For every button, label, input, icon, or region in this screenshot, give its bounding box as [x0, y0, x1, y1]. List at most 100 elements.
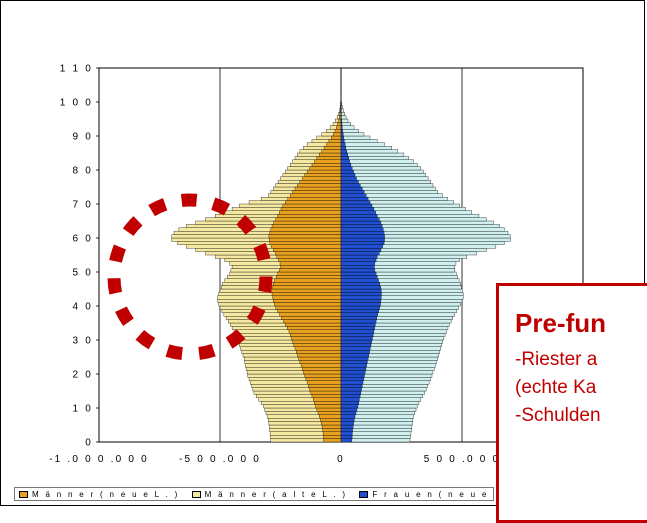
bar-s0-age1	[323, 435, 341, 438]
bar-s2-age19	[341, 374, 364, 377]
bar-s0-age24	[299, 357, 341, 360]
chart-legend: M ä n n e r ( n e u e L . )M ä n n e r (…	[14, 487, 494, 501]
bar-s3-age87	[341, 143, 385, 146]
bar-s2-age43	[341, 292, 381, 295]
y-tick-label: 1 0	[72, 404, 93, 415]
bar-s0-age70	[285, 201, 341, 204]
bar-s0-age12	[313, 398, 341, 401]
legend-item-2: F r a u e n ( n e u e L . )	[359, 490, 494, 499]
bar-s2-age11	[341, 401, 359, 404]
bar-s0-age22	[301, 364, 341, 367]
bar-s0-age87	[326, 143, 341, 146]
bar-s0-age28	[294, 343, 341, 346]
bar-s2-age4	[341, 425, 353, 428]
bar-s3-age80	[341, 167, 420, 170]
bar-s2-age48	[341, 275, 377, 278]
bar-s2-age23	[341, 360, 367, 363]
bar-s2-age0	[341, 439, 352, 442]
bar-s2-age35	[341, 320, 376, 323]
bar-s0-age49	[278, 272, 341, 275]
bar-s0-age65	[276, 218, 341, 221]
bar-s0-age73	[293, 190, 341, 193]
bar-s0-age71	[288, 197, 341, 200]
bar-s0-age88	[329, 139, 341, 142]
bar-s0-age62	[271, 228, 341, 231]
bar-s2-age24	[341, 357, 368, 360]
bar-s2-age12	[341, 398, 359, 401]
bar-s2-age93	[341, 122, 342, 125]
bar-s2-age85	[341, 150, 347, 153]
bar-s3-age96	[341, 112, 345, 115]
bar-s2-age51	[341, 265, 374, 268]
bar-s0-age52	[280, 262, 341, 265]
bar-s0-age42	[273, 296, 341, 299]
bar-s2-age58	[341, 241, 384, 244]
bar-s2-age14	[341, 391, 361, 394]
bar-s2-age63	[341, 224, 382, 227]
legend-label: F r a u e n ( n e u e L . )	[372, 490, 494, 499]
bar-s0-age43	[272, 292, 341, 295]
bar-s3-age85	[341, 150, 398, 153]
callout-line-2: (echte Ka	[515, 374, 647, 402]
bar-s2-age83	[341, 156, 349, 159]
bar-s0-age59	[269, 238, 341, 241]
callout-line-1: -Riester a	[515, 346, 647, 374]
bar-s0-age20	[303, 371, 341, 374]
bar-s0-age18	[306, 377, 341, 380]
bar-s0-age51	[281, 265, 342, 268]
bar-s0-age94	[339, 119, 341, 122]
bar-s0-age77	[302, 177, 341, 180]
bar-s2-age31	[341, 333, 373, 336]
bar-s2-age91	[341, 129, 343, 132]
bar-s0-age72	[290, 194, 341, 197]
bar-s2-age62	[341, 228, 383, 231]
y-tick-label: 0	[85, 438, 93, 449]
bar-s2-age5	[341, 422, 354, 425]
bar-s0-age90	[333, 133, 341, 136]
bar-s0-age26	[296, 350, 341, 353]
bar-s3-age82	[341, 160, 414, 163]
bar-s0-age3	[323, 428, 341, 431]
bar-s2-age44	[341, 289, 381, 292]
bar-s0-age64	[274, 221, 341, 224]
x-tick-label: 5 0 0 .0 0 0	[424, 454, 500, 465]
bar-s0-age5	[321, 422, 341, 425]
bar-s2-age7	[341, 415, 355, 418]
y-tick-label: 9 0	[72, 132, 93, 143]
bar-s2-age52	[341, 262, 375, 265]
bar-s2-age79	[341, 170, 354, 173]
legend-item-0: M ä n n e r ( n e u e L . )	[19, 490, 180, 499]
y-tick-label: 1 0 0	[60, 98, 93, 109]
bar-s2-age25	[341, 354, 369, 357]
bar-s2-age61	[341, 231, 384, 234]
bar-s2-age81	[341, 163, 351, 166]
bar-s2-age90	[341, 133, 343, 136]
bar-s3-age93	[341, 122, 351, 125]
bar-s2-age6	[341, 418, 354, 421]
bar-s0-age92	[336, 126, 341, 129]
bar-s2-age77	[341, 177, 356, 180]
x-tick-label: -5 0 0 .0 0 0	[179, 454, 261, 465]
bar-s0-age74	[295, 187, 341, 190]
bar-s0-age85	[322, 150, 341, 153]
bar-s2-age22	[341, 364, 367, 367]
bar-s0-age58	[270, 241, 341, 244]
callout-box: Pre-fun -Riester a (echte Ka -Schulden	[496, 283, 647, 523]
bar-s0-age35	[283, 320, 341, 323]
bar-s0-age39	[276, 306, 341, 309]
bar-s0-age4	[322, 425, 341, 428]
bar-s2-age28	[341, 343, 371, 346]
y-tick-label: 3 0	[72, 336, 93, 347]
bar-s0-age48	[276, 275, 341, 278]
callout-line-3: -Schulden	[515, 402, 647, 430]
bar-s0-age68	[281, 207, 341, 210]
bar-s2-age56	[341, 248, 381, 251]
bar-s2-age74	[341, 187, 362, 190]
bar-s0-age37	[280, 313, 341, 316]
bar-s2-age1	[341, 435, 352, 438]
bar-s2-age34	[341, 323, 375, 326]
bar-s2-age75	[341, 184, 360, 187]
bar-s0-age36	[281, 316, 341, 319]
bar-s2-age49	[341, 272, 376, 275]
bar-s2-age45	[341, 286, 381, 289]
